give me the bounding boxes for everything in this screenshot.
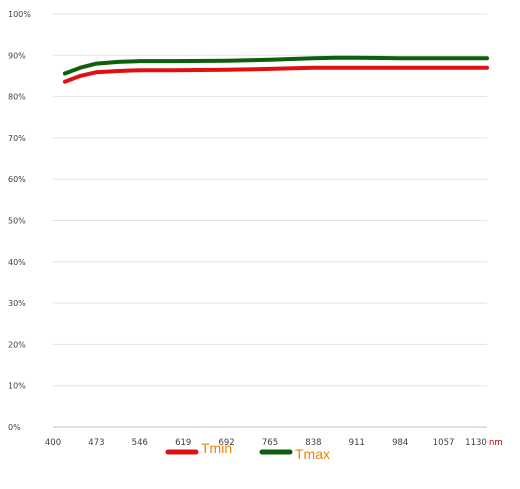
x-tick-label: 838 <box>305 438 321 448</box>
x-axis-unit: nm <box>489 438 503 448</box>
y-tick-label: 90% <box>8 51 26 60</box>
x-tick-label: 400 <box>45 438 61 448</box>
legend-label-tmax: Tmax <box>295 446 330 462</box>
x-tick-label: 984 <box>392 438 408 448</box>
x-tick-label: 765 <box>262 438 278 448</box>
y-tick-label: 30% <box>8 299 26 308</box>
series-line-tmin <box>62 65 489 84</box>
x-tick-label: 911 <box>349 438 365 448</box>
x-tick-label: 1130 <box>465 438 487 448</box>
x-axis-ticks: 400 473 546 619 692 765 838 911 984 1057 1130 <box>45 438 487 448</box>
legend: Tmin Tmax <box>165 440 330 462</box>
y-tick-label: 100% <box>8 10 31 19</box>
x-tick-label: 692 <box>218 438 234 448</box>
y-tick-label: 20% <box>8 340 26 349</box>
x-tick-label: 619 <box>175 438 191 448</box>
y-tick-label: 40% <box>8 258 26 267</box>
y-tick-label: 10% <box>8 382 26 391</box>
y-tick-label: 80% <box>8 93 26 102</box>
y-tick-label: 70% <box>8 134 26 143</box>
y-tick-label: 0% <box>8 423 21 432</box>
y-axis-ticks: 0% 10% 20% 30% 40% 50% 60% 70% 80% 90% 100% <box>8 10 31 432</box>
x-tick-label: 546 <box>132 438 148 448</box>
gridlines <box>53 13 487 428</box>
x-tick-label: 473 <box>88 438 104 448</box>
x-tick-label: 1057 <box>433 438 455 448</box>
y-tick-label: 50% <box>8 217 26 226</box>
legend-label-tmin: Tmin <box>201 440 232 456</box>
series-lines <box>62 55 489 84</box>
y-tick-label: 60% <box>8 175 26 184</box>
series-line-tmax <box>62 55 489 76</box>
